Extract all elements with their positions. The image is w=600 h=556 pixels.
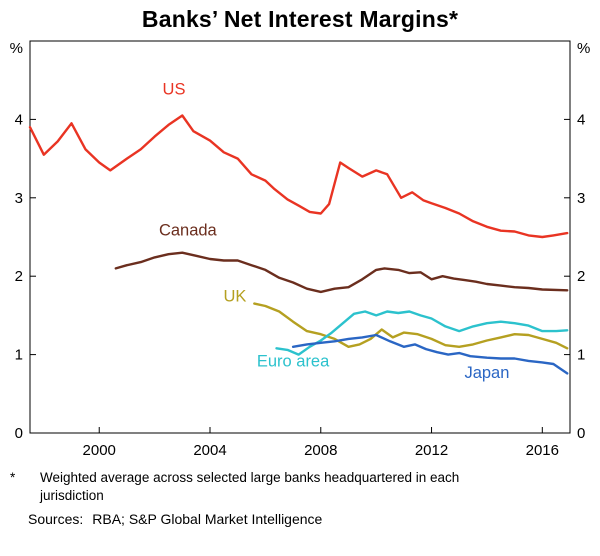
footnote-marker: * (10, 470, 16, 485)
series-label-uk: UK (223, 287, 246, 305)
series-line-us (28, 114, 569, 239)
y-tick-label-right: 0 (577, 425, 585, 442)
series-line-uk (253, 302, 569, 350)
y-tick-label-left: 0 (15, 425, 23, 442)
series-label-japan: Japan (464, 364, 509, 382)
y-tick-label-left: 4 (15, 111, 23, 128)
series-line-canada (114, 251, 569, 294)
series-label-us: US (163, 80, 186, 98)
series-label-canada: Canada (159, 221, 218, 239)
y-tick-label-left: 3 (15, 190, 23, 207)
y-tick-label-left: 1 (15, 347, 23, 364)
x-tick-label: 2008 (304, 442, 337, 459)
series-line-japan (291, 333, 569, 375)
chart-svg: 0 0 1 1 2 2 3 3 4 4% % 2000 2004 2008 2012 2016 US Canada… (10, 40, 591, 459)
footnote-text: Weighted average across selected large b… (40, 470, 460, 503)
sources-text: RBA; S&P Global Market Intelligence (92, 510, 323, 527)
sources-label: Sources: (28, 510, 84, 527)
x-tick-label: 2004 (193, 442, 226, 459)
series-label-euro-area: Euro area (257, 352, 330, 370)
footnote: * Weighted average across selected large … (10, 469, 600, 505)
x-tick-label: 2012 (415, 442, 448, 459)
x-tick-label: 2000 (83, 442, 116, 459)
y-tick-label-right: 4 (577, 111, 585, 128)
y-tick-label-right: 2 (577, 268, 585, 285)
y-tick-label-right: 3 (577, 190, 585, 207)
x-tick-label: 2016 (526, 442, 559, 459)
chart-title: Banks’ Net Interest Margins* (141, 6, 459, 32)
y-tick-label-left: 2 (15, 268, 23, 285)
chart-page: Banks’ Net Interest Margins* 0 0 1 1 2 2 3 3 4 4%… (0, 6, 600, 556)
y-axis-unit-left: % (10, 40, 23, 57)
plot-frame (29, 40, 571, 434)
y-tick-label-right: 1 (577, 347, 585, 364)
y-axis-unit-right: % (577, 40, 590, 57)
series-line-euro-area (275, 310, 569, 356)
sources: Sources: RBA; S&P Global Market Intellige… (28, 511, 600, 527)
